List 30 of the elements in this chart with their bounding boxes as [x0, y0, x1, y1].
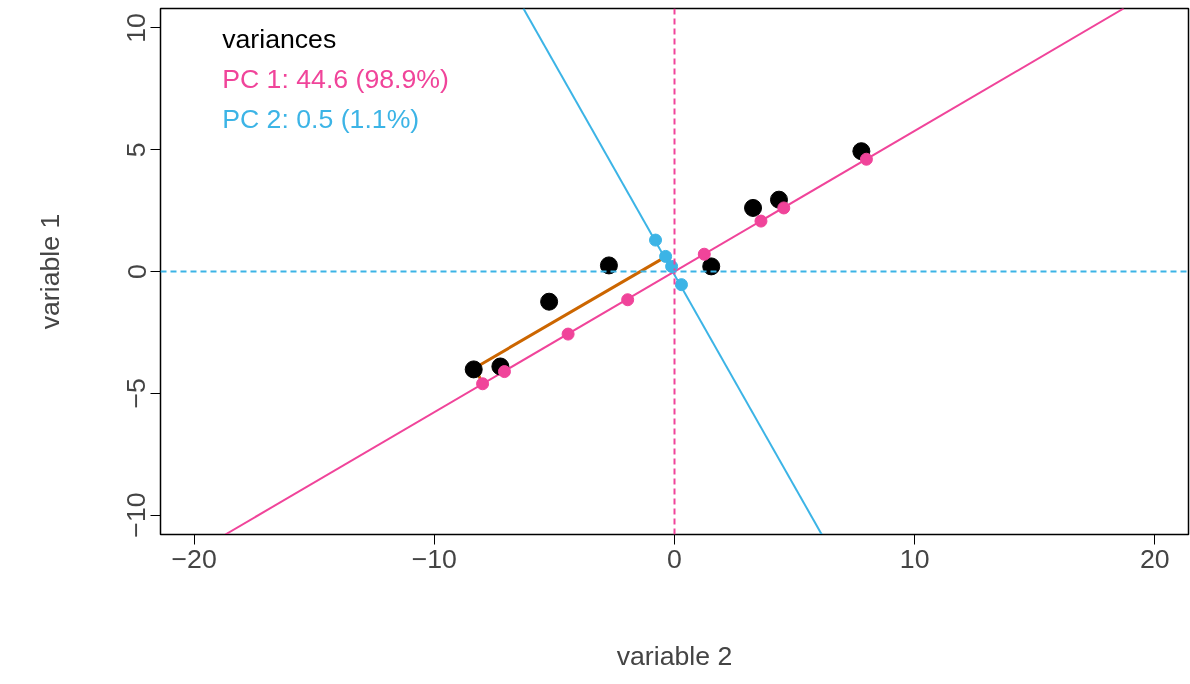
point: [599, 256, 618, 275]
x-tick-label: 20: [1140, 543, 1170, 574]
y-tick-label: −5: [121, 378, 152, 409]
point: [697, 247, 711, 261]
point: [561, 327, 575, 341]
point: [621, 293, 635, 307]
point: [464, 360, 483, 379]
point: [859, 152, 873, 166]
y-tick-label: 0: [121, 264, 152, 279]
x-tick-label: −20: [171, 543, 217, 574]
point: [674, 278, 688, 292]
y-tick-label: 5: [121, 142, 152, 158]
y-tick-label: −10: [121, 492, 152, 538]
y-axis-title: variable 1: [34, 213, 65, 330]
point: [476, 377, 490, 391]
x-tick-label: 0: [667, 543, 682, 574]
x-axis-title: variable 2: [616, 640, 733, 671]
point: [777, 201, 791, 215]
point: [754, 214, 768, 228]
point: [702, 257, 721, 276]
text: PC 2: 0.5 (1.1%): [222, 104, 420, 135]
point: [649, 233, 663, 247]
point: [540, 292, 559, 311]
point: [744, 198, 763, 217]
text: PC 1: 44.6 (98.9%): [222, 64, 449, 95]
point: [659, 249, 673, 263]
x-tick-label: 10: [899, 543, 930, 574]
y-tick-label: 10: [121, 13, 152, 43]
x-tick-label: −10: [411, 543, 457, 574]
legend-title: variances: [222, 24, 337, 55]
